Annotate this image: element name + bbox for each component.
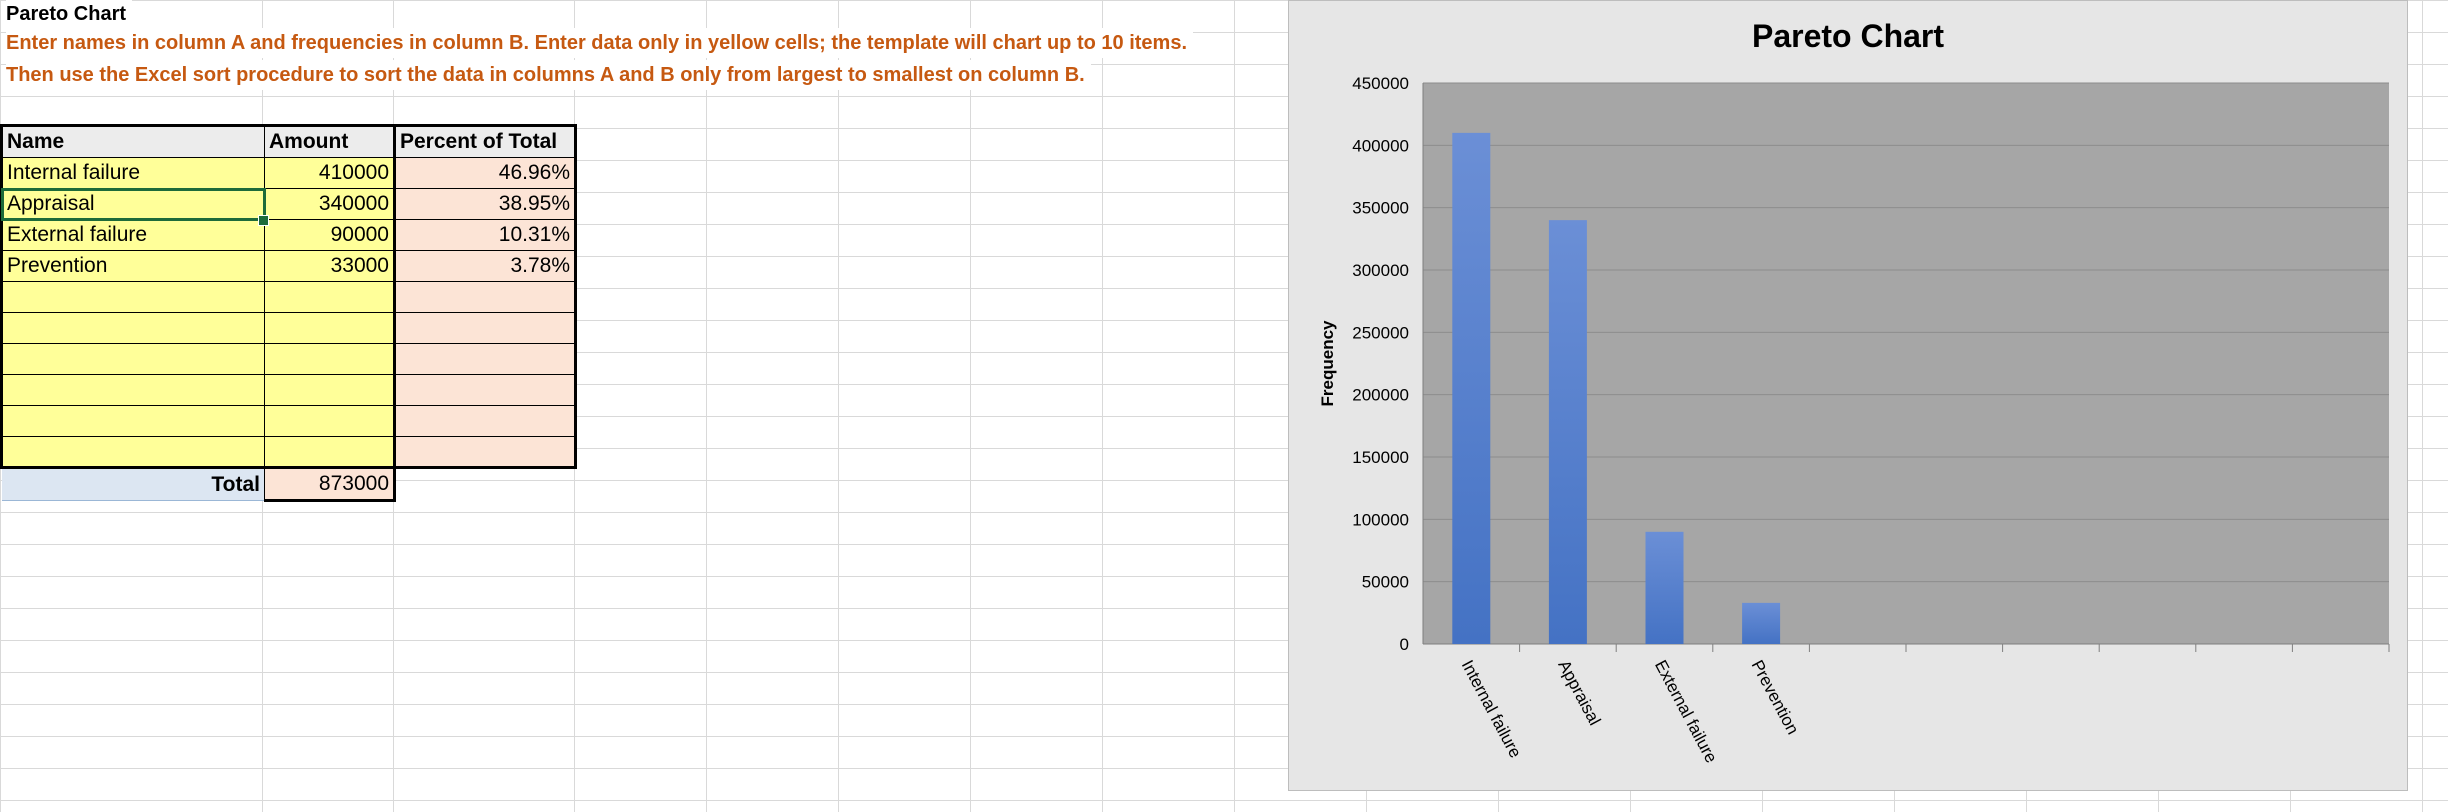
bar bbox=[1452, 132, 1491, 644]
total-blank-cell[interactable] bbox=[395, 468, 576, 501]
amount-cell[interactable] bbox=[264, 405, 396, 437]
header-percent-of-total[interactable]: Percent of Total bbox=[394, 124, 577, 158]
table-row bbox=[0, 436, 577, 469]
amount-cell[interactable] bbox=[264, 436, 396, 469]
table-row bbox=[0, 281, 577, 313]
table-row: External failure 90000 10.31% bbox=[0, 219, 577, 251]
percent-cell[interactable] bbox=[394, 436, 577, 469]
y-tick-label: 150000 bbox=[1352, 448, 1409, 467]
table-row bbox=[0, 343, 577, 375]
y-tick-label: 50000 bbox=[1362, 573, 1409, 592]
table-row bbox=[0, 405, 577, 437]
name-cell[interactable]: External failure bbox=[0, 219, 265, 251]
amount-cell[interactable]: 33000 bbox=[264, 250, 396, 282]
percent-cell[interactable]: 38.95% bbox=[394, 188, 577, 220]
sheet-title[interactable]: Pareto Chart bbox=[6, 0, 133, 28]
y-tick-label: 300000 bbox=[1352, 261, 1409, 280]
percent-cell[interactable] bbox=[394, 281, 577, 313]
amount-cell[interactable]: 340000 bbox=[264, 188, 396, 220]
name-cell-selected[interactable]: Appraisal bbox=[0, 187, 266, 221]
bar bbox=[1548, 220, 1587, 644]
percent-cell[interactable]: 3.78% bbox=[394, 250, 577, 282]
amount-cell[interactable] bbox=[264, 312, 396, 344]
grid-column-line bbox=[706, 0, 707, 812]
percent-cell[interactable] bbox=[394, 343, 577, 375]
percent-cell[interactable]: 46.96% bbox=[394, 157, 577, 189]
bar bbox=[1645, 531, 1684, 644]
table-row bbox=[0, 312, 577, 344]
grid-column-line bbox=[2422, 0, 2423, 812]
y-tick-label: 350000 bbox=[1352, 199, 1409, 218]
y-axis-label: Frequency bbox=[1318, 320, 1337, 407]
y-tick-label: 200000 bbox=[1352, 386, 1409, 405]
percent-cell[interactable] bbox=[394, 405, 577, 437]
percent-cell[interactable]: 10.31% bbox=[394, 219, 577, 251]
instruction-line-1[interactable]: Enter names in column A and frequencies … bbox=[6, 28, 1193, 58]
grid-column-line bbox=[1102, 0, 1103, 812]
pareto-chart[interactable]: Pareto Chart 0 50000 100000 150000 200000 2500… bbox=[1288, 0, 2408, 791]
percent-cell[interactable] bbox=[394, 374, 577, 406]
header-name[interactable]: Name bbox=[0, 124, 265, 158]
total-row: Total 873000 bbox=[1, 467, 576, 502]
instruction-line-2[interactable]: Then use the Excel sort procedure to sor… bbox=[6, 60, 1091, 90]
y-tick-label: 0 bbox=[1400, 635, 1409, 654]
total-value[interactable]: 873000 bbox=[264, 467, 396, 502]
amount-cell[interactable]: 410000 bbox=[264, 157, 396, 189]
header-amount[interactable]: Amount bbox=[264, 124, 396, 158]
name-cell[interactable] bbox=[0, 343, 265, 375]
name-cell[interactable]: Prevention bbox=[0, 250, 265, 282]
name-cell[interactable] bbox=[0, 312, 265, 344]
total-label[interactable]: Total bbox=[1, 467, 265, 501]
y-tick-label: 400000 bbox=[1352, 136, 1409, 155]
y-tick-label: 450000 bbox=[1352, 74, 1409, 93]
name-cell[interactable] bbox=[0, 374, 265, 406]
amount-cell[interactable] bbox=[264, 281, 396, 313]
table-row: Appraisal 340000 38.95% bbox=[0, 187, 577, 221]
name-cell[interactable]: Internal failure bbox=[0, 157, 265, 189]
percent-cell[interactable] bbox=[394, 312, 577, 344]
grid-column-line bbox=[970, 0, 971, 812]
fill-handle[interactable] bbox=[258, 215, 269, 226]
table-row: Internal failure 410000 46.96% bbox=[0, 157, 577, 189]
x-tick-label: External failure bbox=[1651, 657, 1721, 766]
table-header-row: Name Amount Percent of Total bbox=[0, 124, 577, 158]
y-tick-label: 250000 bbox=[1352, 323, 1409, 342]
x-tick-label: Prevention bbox=[1748, 657, 1803, 738]
name-cell[interactable] bbox=[0, 436, 265, 469]
amount-cell[interactable] bbox=[264, 343, 396, 375]
amount-cell[interactable]: 90000 bbox=[264, 219, 396, 251]
amount-cell[interactable] bbox=[264, 374, 396, 406]
table-row bbox=[0, 374, 577, 406]
grid-column-line bbox=[1234, 0, 1235, 812]
y-tick-label: 100000 bbox=[1352, 510, 1409, 529]
x-tick-label: Appraisal bbox=[1554, 657, 1604, 728]
x-tick-label: Internal failure bbox=[1458, 657, 1525, 761]
chart-title: Pareto Chart bbox=[1752, 18, 1944, 54]
bar bbox=[1742, 602, 1781, 644]
pareto-data-table: Name Amount Percent of Total Internal fa… bbox=[0, 124, 577, 502]
table-row: Prevention 33000 3.78% bbox=[0, 250, 577, 282]
name-cell[interactable] bbox=[0, 281, 265, 313]
grid-column-line bbox=[838, 0, 839, 812]
name-cell[interactable] bbox=[0, 405, 265, 437]
chart-canvas: Pareto Chart 0 50000 100000 150000 200000 2500… bbox=[1318, 18, 2390, 766]
